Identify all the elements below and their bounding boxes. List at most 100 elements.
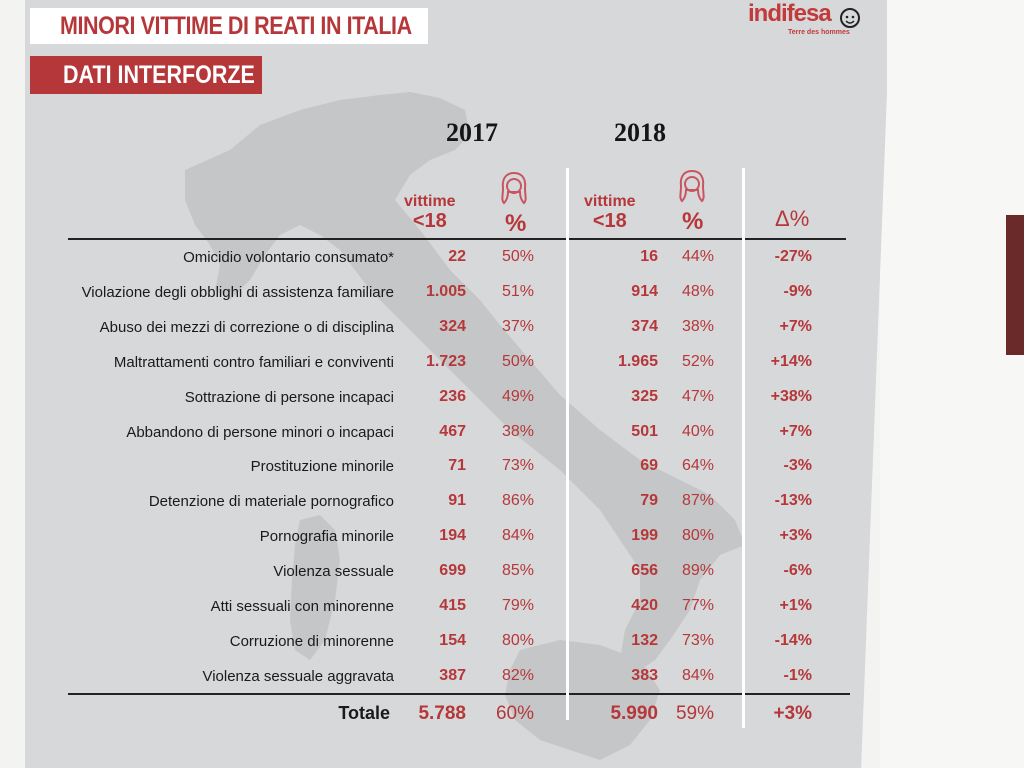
table-row: Corruzione di minorenne 154 80% 132 73% -14%: [0, 627, 1024, 657]
girl-icon: [679, 169, 705, 203]
percent-2018: 38%: [681, 317, 714, 335]
total-row: Totale 5.788 60% 5.990 59% +3%: [0, 700, 1024, 730]
delta: -3%: [783, 457, 812, 475]
year-2018: 2018: [614, 118, 666, 147]
victims-2018: 199: [631, 527, 658, 545]
logo-text: indifesa: [748, 0, 832, 27]
delta: -9%: [783, 282, 812, 300]
total-victims-2018: 5.990: [610, 703, 658, 724]
victims-2017: 699: [439, 562, 466, 580]
victims-2017: 387: [439, 666, 466, 684]
percent-2017: 50%: [501, 248, 534, 265]
victims-2018: 383: [631, 666, 658, 684]
row-label: Abuso dei mezzi di correzione o di disci…: [99, 318, 394, 336]
percent-2017: 80%: [501, 631, 534, 649]
total-percent-2018: 59%: [675, 703, 714, 724]
background-strip: [1006, 215, 1024, 355]
percent-2017: 49%: [501, 387, 534, 405]
victims-2017: 324: [439, 317, 466, 335]
row-label: Omicidio volontario consumato*: [183, 249, 394, 266]
percent-2017: 86%: [501, 492, 534, 510]
table-row: Omicidio volontario consumato* 22 50% 16 44%…: [0, 243, 1024, 273]
header-percent-2017: %: [505, 210, 527, 237]
row-label: Maltrattamenti contro familiari e conviv…: [113, 353, 394, 371]
victims-2018: 79: [640, 492, 658, 510]
header-delta: Δ%: [775, 206, 810, 231]
page-title: MINORI VITTIME DI REATI IN ITALIA: [60, 12, 412, 40]
total-victims-2017: 5.788: [418, 703, 466, 724]
victims-2017: 1.005: [425, 282, 466, 300]
row-label: Pornografia minorile: [259, 528, 394, 546]
percent-2018: 84%: [681, 666, 714, 684]
victims-2018: 914: [631, 282, 658, 300]
table-row: Atti sessuali con minorenne 415 79% 420 77% +…: [0, 592, 1024, 622]
girl-icon: [501, 171, 527, 205]
header-victims-line2: <18: [592, 210, 627, 232]
delta: -14%: [774, 631, 812, 649]
percent-2018: 87%: [681, 492, 714, 510]
table-row: Violenza sessuale 699 85% 656 89% -6%: [0, 557, 1024, 587]
victims-2017: 415: [439, 597, 466, 614]
total-label: Totale: [338, 703, 390, 723]
column-separator: [566, 168, 569, 720]
header-percent-2018: %: [682, 208, 704, 235]
percent-2017: 85%: [501, 562, 534, 580]
table-row: Violazione degli obblighi di assistenza …: [0, 278, 1024, 308]
victims-2017: 71: [448, 457, 466, 475]
percent-2018: 64%: [681, 457, 714, 475]
table-row: Detenzione di materiale pornografico 91 86…: [0, 487, 1024, 517]
row-label: Sottrazione di persone incapaci: [184, 388, 394, 406]
delta: +7%: [779, 422, 812, 440]
percent-2018: 52%: [681, 352, 714, 370]
victims-2018: 501: [631, 422, 658, 440]
logo: indifesa: [748, 0, 832, 28]
percent-2018: 80%: [681, 527, 714, 545]
delta: +38%: [770, 387, 812, 405]
page-subtitle: DATI INTERFORZE: [63, 61, 255, 89]
header-victims-2017: vittime <18: [404, 194, 456, 233]
title-bar: [30, 8, 428, 44]
victims-2017: 22: [448, 248, 466, 265]
percent-2018: 48%: [681, 282, 714, 300]
header-victims-2018: vittime <18: [584, 193, 636, 233]
victims-2018: 16: [640, 248, 658, 265]
percent-2018: 77%: [681, 597, 714, 614]
row-label: Corruzione di minorenne: [229, 632, 394, 650]
subtitle-bar: [30, 56, 262, 94]
victims-2018: 132: [631, 631, 658, 649]
total-percent-2017: 60%: [495, 703, 534, 724]
header-victims-line2: <18: [412, 210, 447, 232]
header-divider: [68, 238, 846, 240]
table-row: Sottrazione di persone incapaci 236 49% 325…: [0, 383, 1024, 413]
table-row: Pornografia minorile 194 84% 199 80% +3%: [0, 522, 1024, 552]
background-wall: [880, 0, 1024, 768]
table-row: Abbandono di persone minori o incapaci 46…: [0, 418, 1024, 448]
percent-2017: 73%: [501, 457, 534, 475]
row-label: Atti sessuali con minorenne: [210, 598, 394, 615]
victims-2017: 1.723: [425, 352, 466, 370]
victims-2018: 420: [631, 597, 658, 614]
percent-2018: 40%: [681, 422, 714, 440]
row-label: Violenza sessuale: [273, 563, 394, 581]
delta: -6%: [783, 562, 812, 580]
delta: +7%: [779, 317, 812, 335]
row-label: Abbandono di persone minori o incapaci: [126, 423, 394, 441]
row-label: Violazione degli obblighi di assistenza …: [81, 283, 394, 301]
logo-subtext: Terre des hommes: [788, 29, 850, 36]
logo-face-icon: [840, 8, 860, 28]
column-separator: [742, 168, 745, 728]
victims-2018: 325: [631, 387, 658, 405]
header-victims-line1: vittime: [584, 193, 636, 210]
table-row: Violenza sessuale aggravata 387 82% 383 84% -…: [0, 662, 1024, 692]
delta: -1%: [783, 666, 812, 684]
total-divider: [68, 693, 850, 695]
percent-2018: 44%: [681, 248, 714, 265]
victims-2017: 194: [439, 527, 466, 545]
victims-2018: 69: [640, 457, 658, 475]
row-label: Prostituzione minorile: [250, 458, 394, 476]
percent-2017: 38%: [501, 422, 534, 440]
victims-2018: 1.965: [617, 352, 658, 370]
victims-2017: 467: [439, 422, 466, 440]
delta: +1%: [779, 597, 812, 614]
row-label: Detenzione di materiale pornografico: [148, 493, 394, 511]
